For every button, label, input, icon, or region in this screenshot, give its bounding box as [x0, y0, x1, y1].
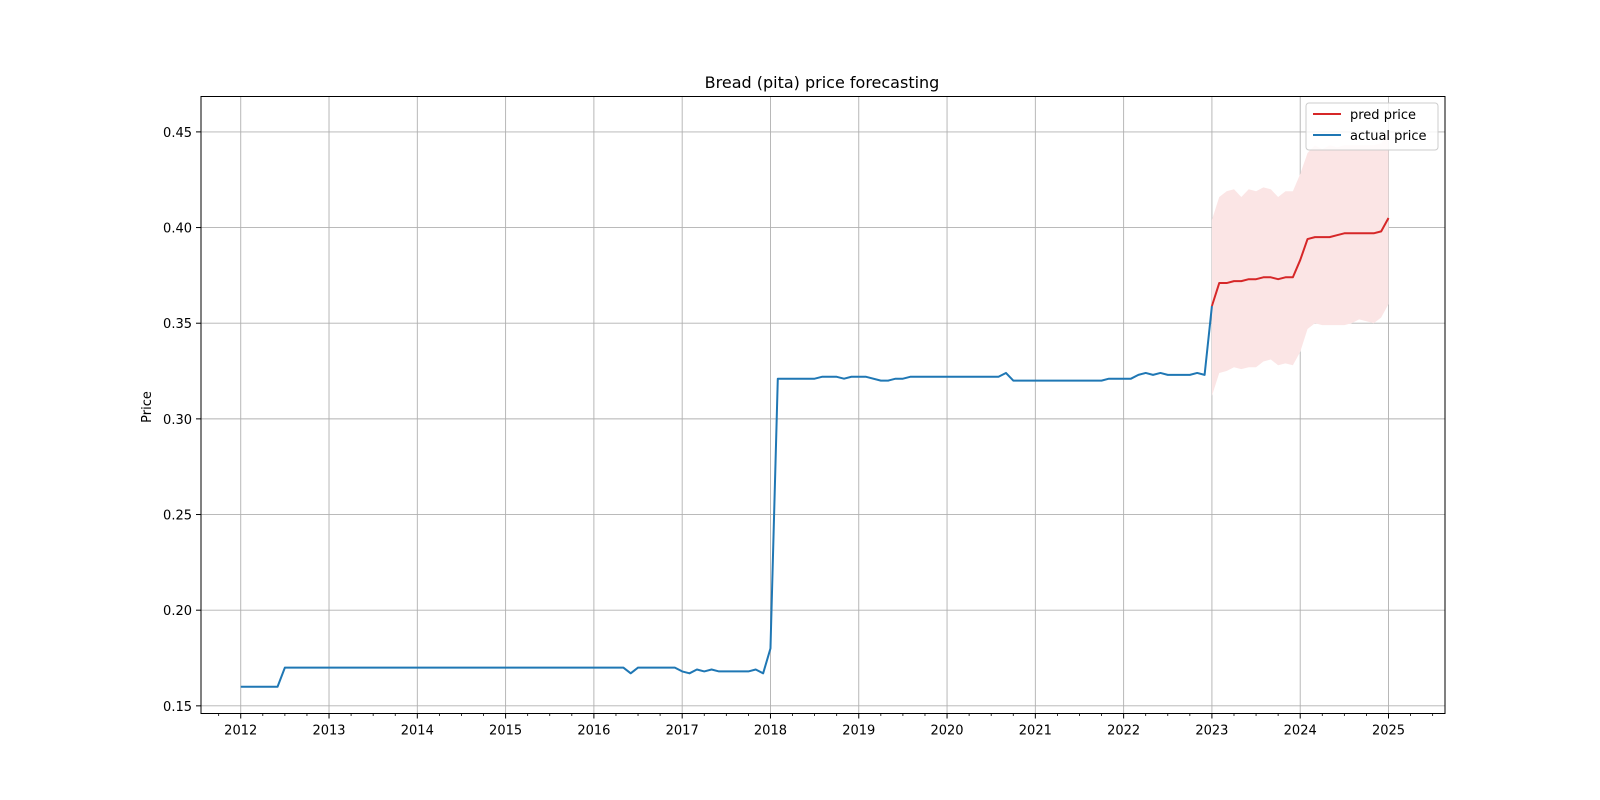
chart-title: Bread (pita) price forecasting: [705, 73, 940, 92]
y-tick-label: 0.45: [163, 126, 192, 141]
legend-label-pred-price: pred price: [1350, 108, 1416, 123]
y-tick-label: 0.40: [163, 222, 192, 237]
y-tick-label: 0.25: [163, 509, 192, 524]
y-tick-label: 0.20: [163, 604, 192, 619]
x-tick-label: 2021: [1019, 724, 1052, 739]
x-tick-label: 2012: [224, 724, 257, 739]
legend-label-actual-price: actual price: [1350, 129, 1427, 144]
x-tick-label: 2024: [1284, 724, 1317, 739]
legend: pred price actual price: [1305, 102, 1439, 151]
x-tick-label: 2019: [842, 724, 875, 739]
x-tick-label: 2020: [930, 724, 963, 739]
x-tick-label: 2018: [754, 724, 787, 739]
x-tick-label: 2025: [1372, 724, 1405, 739]
plot-area-frame: [200, 96, 1446, 714]
x-tick-label: 2017: [666, 724, 699, 739]
series-line-pred-price: [1210, 217, 1390, 307]
series-layer: [240, 217, 1390, 688]
x-axis: 2012 2013 2014 2015 2016 2017 2018 2019 2020 2021…: [218, 713, 1434, 739]
x-tick-label: 2016: [577, 724, 610, 739]
confidence-band: [1211, 131, 1389, 396]
y-tick-label: 0.30: [163, 413, 192, 428]
x-tick-label: 2022: [1107, 724, 1140, 739]
x-tick-label: 2013: [312, 724, 345, 739]
x-tick-label: 2015: [489, 724, 522, 739]
y-axis: 0.15 0.20 0.25 0.30 0.35 0.40 0.45: [163, 126, 201, 715]
confidence-band-layer: [1211, 131, 1389, 396]
y-tick-label: 0.15: [163, 700, 192, 715]
series-line-actual-price: [240, 305, 1213, 688]
x-tick-label: 2023: [1195, 724, 1228, 739]
y-axis-label: Price: [140, 391, 155, 423]
y-tick-label: 0.35: [163, 317, 192, 332]
x-tick-label: 2014: [401, 724, 434, 739]
